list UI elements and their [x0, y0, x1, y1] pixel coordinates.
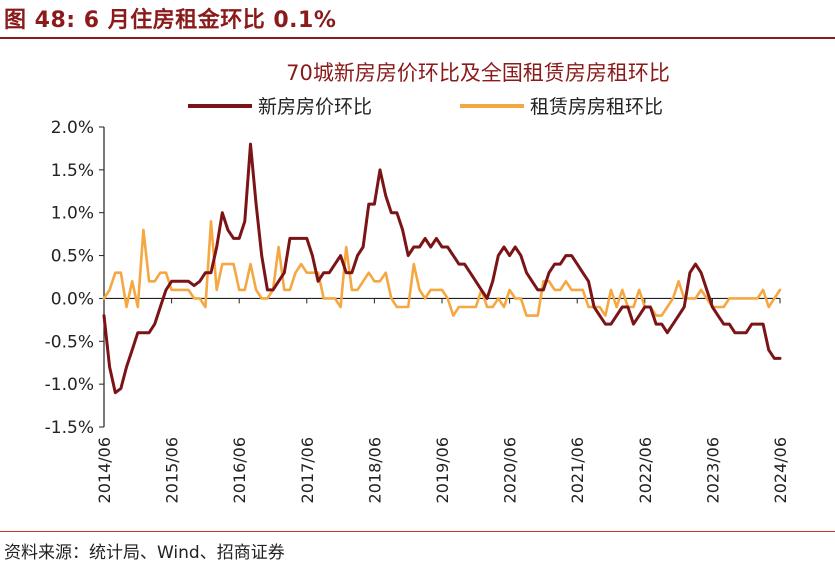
series-line-rent: [102, 220, 782, 317]
series-layer: [102, 142, 782, 395]
x-tick-label: 2020/06: [501, 437, 520, 503]
y-tick-label: -1.0%: [45, 375, 94, 395]
y-tick-label: 2.0%: [51, 118, 94, 138]
x-tick-label: 2022/06: [636, 437, 655, 503]
y-tick-label: 0.0%: [51, 289, 94, 309]
source-note: 资料来源：统计局、Wind、招商证券: [4, 543, 285, 563]
line-chart: 70城新房房价环比及全国租赁房房租环比 新房房价环比 租赁房房租环比 -1.5%…: [45, 61, 790, 503]
y-tick-label: -1.5%: [45, 418, 94, 438]
x-tick-label: 2017/06: [298, 437, 317, 503]
y-tick-label: 1.0%: [51, 204, 94, 224]
legend-label-new-home: 新房房价环比: [258, 96, 372, 118]
x-tick-label: 2016/06: [230, 437, 249, 503]
x-tick-label: 2014/06: [95, 437, 114, 503]
series-line-new-home: [102, 142, 782, 395]
chart-container: 70城新房房价环比及全国租赁房房租环比 新房房价环比 租赁房房租环比 -1.5%…: [0, 40, 835, 530]
x-tick-label: 2019/06: [433, 437, 452, 503]
y-axis: -1.5% -1.0% -0.5% 0.0% 0.5% 1.0% 1.5% 2.0%: [45, 118, 105, 438]
x-tick-label: 2023/06: [703, 437, 722, 503]
x-tick-label: 2015/06: [163, 437, 182, 503]
x-tick-label: 2021/06: [568, 437, 587, 503]
y-tick-label: -0.5%: [45, 332, 94, 352]
x-axis: 2014/06 2015/06 2016/06 2017/06 2018/06 2019/…: [95, 297, 790, 503]
footer-divider: [0, 531, 835, 532]
legend: 新房房价环比 租赁房房租环比: [188, 96, 663, 118]
x-tick-label: 2018/06: [365, 437, 384, 503]
x-tick-label: 2024/06: [771, 437, 790, 503]
chart-title: 70城新房房价环比及全国租赁房房租环比: [286, 61, 670, 85]
figure-title: 图 48: 6 月住房租金环比 0.1%: [4, 8, 337, 33]
y-tick-label: 0.5%: [51, 247, 94, 267]
title-divider: [0, 37, 835, 39]
y-tick-label: 1.5%: [51, 161, 94, 181]
legend-label-rent: 租赁房房租环比: [530, 96, 663, 118]
